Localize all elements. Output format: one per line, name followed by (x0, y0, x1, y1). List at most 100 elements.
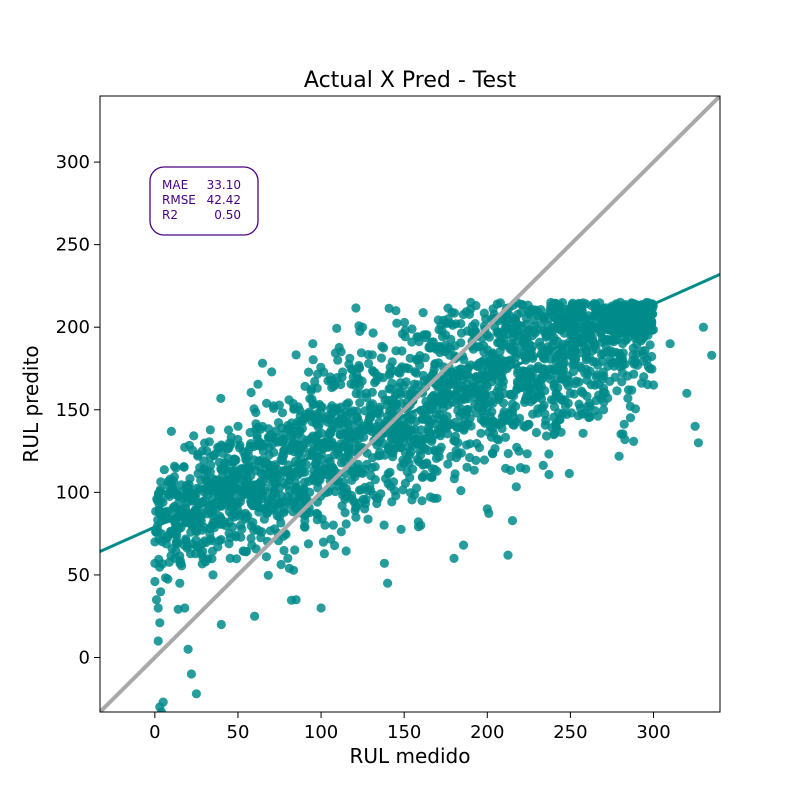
scatter-point (300, 522, 310, 532)
scatter-point (246, 439, 256, 449)
scatter-point (206, 460, 216, 470)
scatter-point (402, 455, 412, 465)
scatter-point (356, 485, 366, 495)
scatter-point (328, 376, 338, 386)
scatter-point (399, 317, 410, 328)
scatter-point (525, 372, 535, 383)
scatter-point (279, 446, 289, 456)
scatter-point (599, 397, 609, 407)
scatter-point (449, 553, 459, 564)
scatter-point (166, 426, 176, 436)
scatter-point (602, 346, 613, 357)
scatter-point (346, 490, 357, 501)
scatter-point (479, 455, 489, 465)
scatter-point (430, 360, 440, 370)
scatter-point (199, 456, 209, 466)
scatter-point (541, 328, 551, 338)
scatter-point (337, 414, 347, 424)
scatter-point (266, 430, 276, 440)
scatter-point (419, 414, 429, 424)
scatter-point (627, 385, 637, 395)
scatter-point (612, 386, 622, 396)
scatter-point (464, 405, 474, 415)
scatter-point (391, 306, 401, 316)
scatter-point (444, 418, 454, 428)
scatter-point (586, 380, 596, 390)
scatter-point (310, 376, 320, 387)
scatter-point (389, 399, 399, 409)
scatter-point (258, 421, 268, 432)
scatter-point (246, 387, 256, 398)
scatter-point (420, 443, 430, 454)
scatter-point (435, 409, 445, 419)
scatter-point (433, 425, 443, 435)
metric-value: 0.50 (214, 208, 241, 222)
scatter-point (520, 397, 530, 407)
scatter-point (598, 374, 608, 384)
scatter-point (553, 383, 563, 393)
scatter-point (377, 341, 387, 351)
scatter-point (317, 514, 327, 524)
scatter-point (417, 496, 427, 506)
scatter-point (366, 471, 376, 481)
scatter-point (648, 380, 659, 390)
scatter-point (150, 537, 160, 547)
scatter-point (367, 399, 378, 409)
scatter-point (193, 449, 203, 459)
scatter-point (352, 412, 362, 422)
scatter-point (303, 539, 313, 549)
scatter-point (208, 570, 218, 580)
scatter-point (472, 438, 482, 449)
scatter-point (386, 384, 396, 394)
scatter-point (261, 552, 271, 562)
scatter-point (150, 576, 160, 587)
scatter-point (289, 439, 299, 449)
scatter-point (549, 402, 560, 412)
scatter-point (191, 689, 201, 699)
scatter-point (523, 344, 533, 354)
scatter-point (400, 332, 410, 342)
scatter-point (195, 463, 205, 473)
scatter-point (600, 335, 610, 345)
scatter-point (531, 427, 542, 438)
x-tick-label: 0 (149, 722, 160, 743)
metrics-box-frame (149, 166, 259, 236)
scatter-point (348, 365, 358, 375)
scatter-point (376, 353, 386, 363)
scatter-point (617, 354, 627, 364)
scatter-point (544, 449, 554, 459)
scatter-point (154, 489, 164, 500)
scatter-point (220, 458, 230, 468)
scatter-point (221, 521, 231, 531)
scatter-point (200, 536, 210, 546)
scatter-point (690, 421, 700, 431)
scatter-point (379, 558, 389, 568)
scatter-point (465, 413, 475, 423)
scatter-point (368, 328, 378, 338)
scatter-point (288, 398, 298, 409)
scatter-point (351, 388, 361, 399)
scatter-point (476, 428, 486, 438)
scatter-point (285, 499, 296, 510)
scatter-point (598, 367, 608, 377)
scatter-point (519, 336, 529, 346)
scatter-point (251, 544, 261, 554)
scatter-point (241, 546, 251, 557)
scatter-point (383, 469, 393, 479)
scatter-point (284, 485, 294, 495)
scatter-point (162, 506, 173, 516)
scatter-point (263, 506, 273, 516)
x-tick-label: 250 (553, 722, 587, 743)
scatter-point (355, 398, 365, 408)
scatter-point (377, 389, 387, 399)
scatter-point (466, 297, 476, 307)
scatter-point (396, 462, 406, 472)
scatter-point (179, 462, 189, 472)
scatter-point (615, 297, 625, 307)
scatter-point (420, 353, 430, 363)
scatter-point (488, 304, 498, 314)
scatter-point (288, 430, 298, 441)
scatter-point (200, 557, 211, 567)
scatter-point (434, 381, 444, 391)
regression-line (100, 272, 720, 553)
